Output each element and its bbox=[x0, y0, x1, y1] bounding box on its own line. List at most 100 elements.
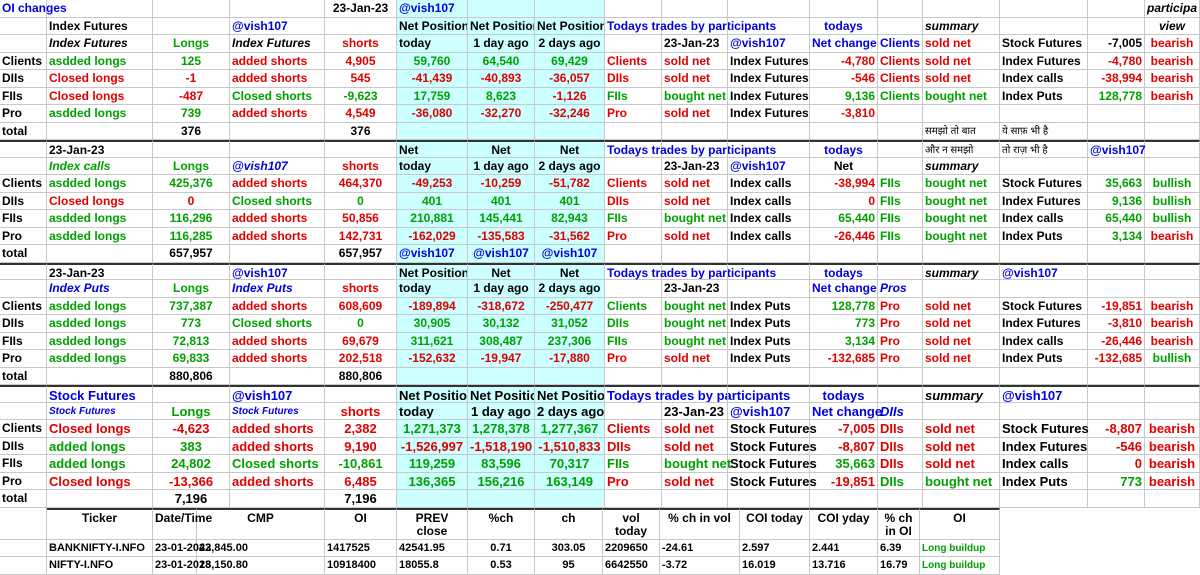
blank-cell bbox=[923, 402, 1000, 420]
text-cell: Index Puts bbox=[728, 297, 810, 315]
text-cell: added shorts bbox=[230, 297, 325, 315]
text-cell: Index calls bbox=[728, 227, 810, 245]
text-cell: shorts bbox=[325, 157, 397, 175]
blank-cell bbox=[878, 0, 923, 18]
text-cell: sold net bbox=[662, 52, 728, 70]
blank-cell bbox=[468, 0, 535, 18]
number-cell: -8,807 bbox=[1088, 420, 1145, 438]
blank-cell bbox=[1145, 140, 1200, 158]
blank-cell bbox=[325, 262, 397, 280]
blank-cell bbox=[728, 122, 810, 140]
number-cell: 401 bbox=[397, 192, 468, 210]
text-cell: Index calls bbox=[1000, 210, 1088, 228]
table-cell: 23-01-2023 bbox=[153, 539, 211, 558]
number-cell: -4,623 bbox=[153, 420, 230, 438]
text-cell: added shorts bbox=[230, 175, 325, 193]
number-cell: 156,216 bbox=[468, 472, 535, 490]
number-cell: 142,731 bbox=[325, 227, 397, 245]
table-cell: 2.441 bbox=[810, 539, 878, 558]
column-header: vol today bbox=[603, 507, 660, 540]
text-cell: asdded longs bbox=[47, 105, 153, 123]
blank-cell bbox=[662, 122, 728, 140]
number-cell: 237,306 bbox=[535, 332, 605, 350]
table-cell: BANKNIFTY-I.NFO bbox=[47, 539, 153, 558]
number-cell: 6,485 bbox=[325, 472, 397, 490]
text-cell: total bbox=[0, 490, 47, 508]
text-cell: Net bbox=[535, 140, 605, 158]
blank-cell bbox=[923, 245, 1000, 263]
text-cell: Net bbox=[810, 157, 878, 175]
text-cell: Clients bbox=[0, 175, 47, 193]
number-cell: -26,446 bbox=[1088, 332, 1145, 350]
blank-cell bbox=[1145, 105, 1200, 123]
blank-cell bbox=[325, 140, 397, 158]
text-cell: Closed shorts bbox=[230, 192, 325, 210]
number-cell: 65,440 bbox=[1088, 210, 1145, 228]
text-cell: Index Puts bbox=[1000, 87, 1088, 105]
blank-cell bbox=[728, 367, 810, 385]
number-cell: -1,518,190 bbox=[468, 437, 535, 455]
text-cell: Index Futures bbox=[47, 35, 153, 53]
text-cell: view bbox=[1145, 17, 1200, 35]
blank-cell bbox=[0, 157, 47, 175]
blank-cell bbox=[662, 245, 728, 263]
table-cell: 0.53 bbox=[468, 557, 535, 575]
text-cell: Closed shorts bbox=[230, 315, 325, 333]
number-cell: 657,957 bbox=[153, 245, 230, 263]
text-cell: sold net bbox=[923, 455, 1000, 473]
number-cell: 30,132 bbox=[468, 315, 535, 333]
blank-cell bbox=[397, 490, 468, 508]
blank-cell bbox=[1000, 490, 1088, 508]
text-cell: Index Puts bbox=[728, 315, 810, 333]
text-cell: 1 day ago bbox=[468, 157, 535, 175]
number-cell: 401 bbox=[535, 192, 605, 210]
blank-cell bbox=[535, 122, 605, 140]
text-cell: और न समझो bbox=[923, 140, 1000, 158]
text-cell: Pro bbox=[605, 350, 662, 368]
text-cell: Clients bbox=[605, 52, 662, 70]
text-cell: bearish bbox=[1145, 227, 1200, 245]
text-cell: sold net bbox=[662, 350, 728, 368]
column-header: %ch bbox=[468, 507, 535, 540]
blank-cell bbox=[1145, 385, 1200, 403]
text-cell: summary bbox=[923, 262, 1000, 280]
text-cell: Longs bbox=[153, 157, 230, 175]
text-cell: Net Position bbox=[397, 17, 468, 35]
blank-cell bbox=[230, 490, 325, 508]
number-cell: -38,994 bbox=[810, 175, 878, 193]
text-cell: added shorts bbox=[230, 472, 325, 490]
text-cell: Pro bbox=[605, 472, 662, 490]
text-cell: sold net bbox=[662, 70, 728, 88]
column-header: Ticker bbox=[47, 507, 153, 540]
blank-cell bbox=[605, 280, 662, 298]
blank-cell bbox=[1088, 280, 1145, 298]
blank-cell bbox=[810, 0, 878, 18]
column-header: OI bbox=[325, 507, 397, 540]
text-cell: Index Puts bbox=[1000, 472, 1088, 490]
blank-cell bbox=[662, 140, 728, 158]
text-cell: Index Puts bbox=[1000, 227, 1088, 245]
number-cell: 64,540 bbox=[468, 52, 535, 70]
text-cell: Index Futures bbox=[728, 52, 810, 70]
number-cell: -7,005 bbox=[810, 420, 878, 438]
text-cell: DIIs bbox=[0, 315, 47, 333]
text-cell: Index Futures bbox=[1000, 437, 1088, 455]
blank-cell bbox=[923, 490, 1000, 508]
number-cell: -4,780 bbox=[810, 52, 878, 70]
text-cell: Pro bbox=[878, 297, 923, 315]
number-cell: 4,549 bbox=[325, 105, 397, 123]
text-cell: DIIs bbox=[878, 402, 923, 420]
blank-cell bbox=[878, 157, 923, 175]
blank-cell bbox=[662, 262, 728, 280]
text-cell: Index calls bbox=[1000, 70, 1088, 88]
text-cell: FIIs bbox=[878, 210, 923, 228]
number-cell: -36,080 bbox=[397, 105, 468, 123]
blank-cell bbox=[662, 0, 728, 18]
table-cell: 23-01-2023 bbox=[153, 557, 211, 575]
blank-cell bbox=[878, 17, 923, 35]
text-cell: DIIs bbox=[605, 437, 662, 455]
number-cell: -41,439 bbox=[397, 70, 468, 88]
table-cell: -3.72 bbox=[660, 557, 740, 575]
text-cell: DIIs bbox=[878, 472, 923, 490]
text-cell: summary bbox=[923, 157, 1000, 175]
